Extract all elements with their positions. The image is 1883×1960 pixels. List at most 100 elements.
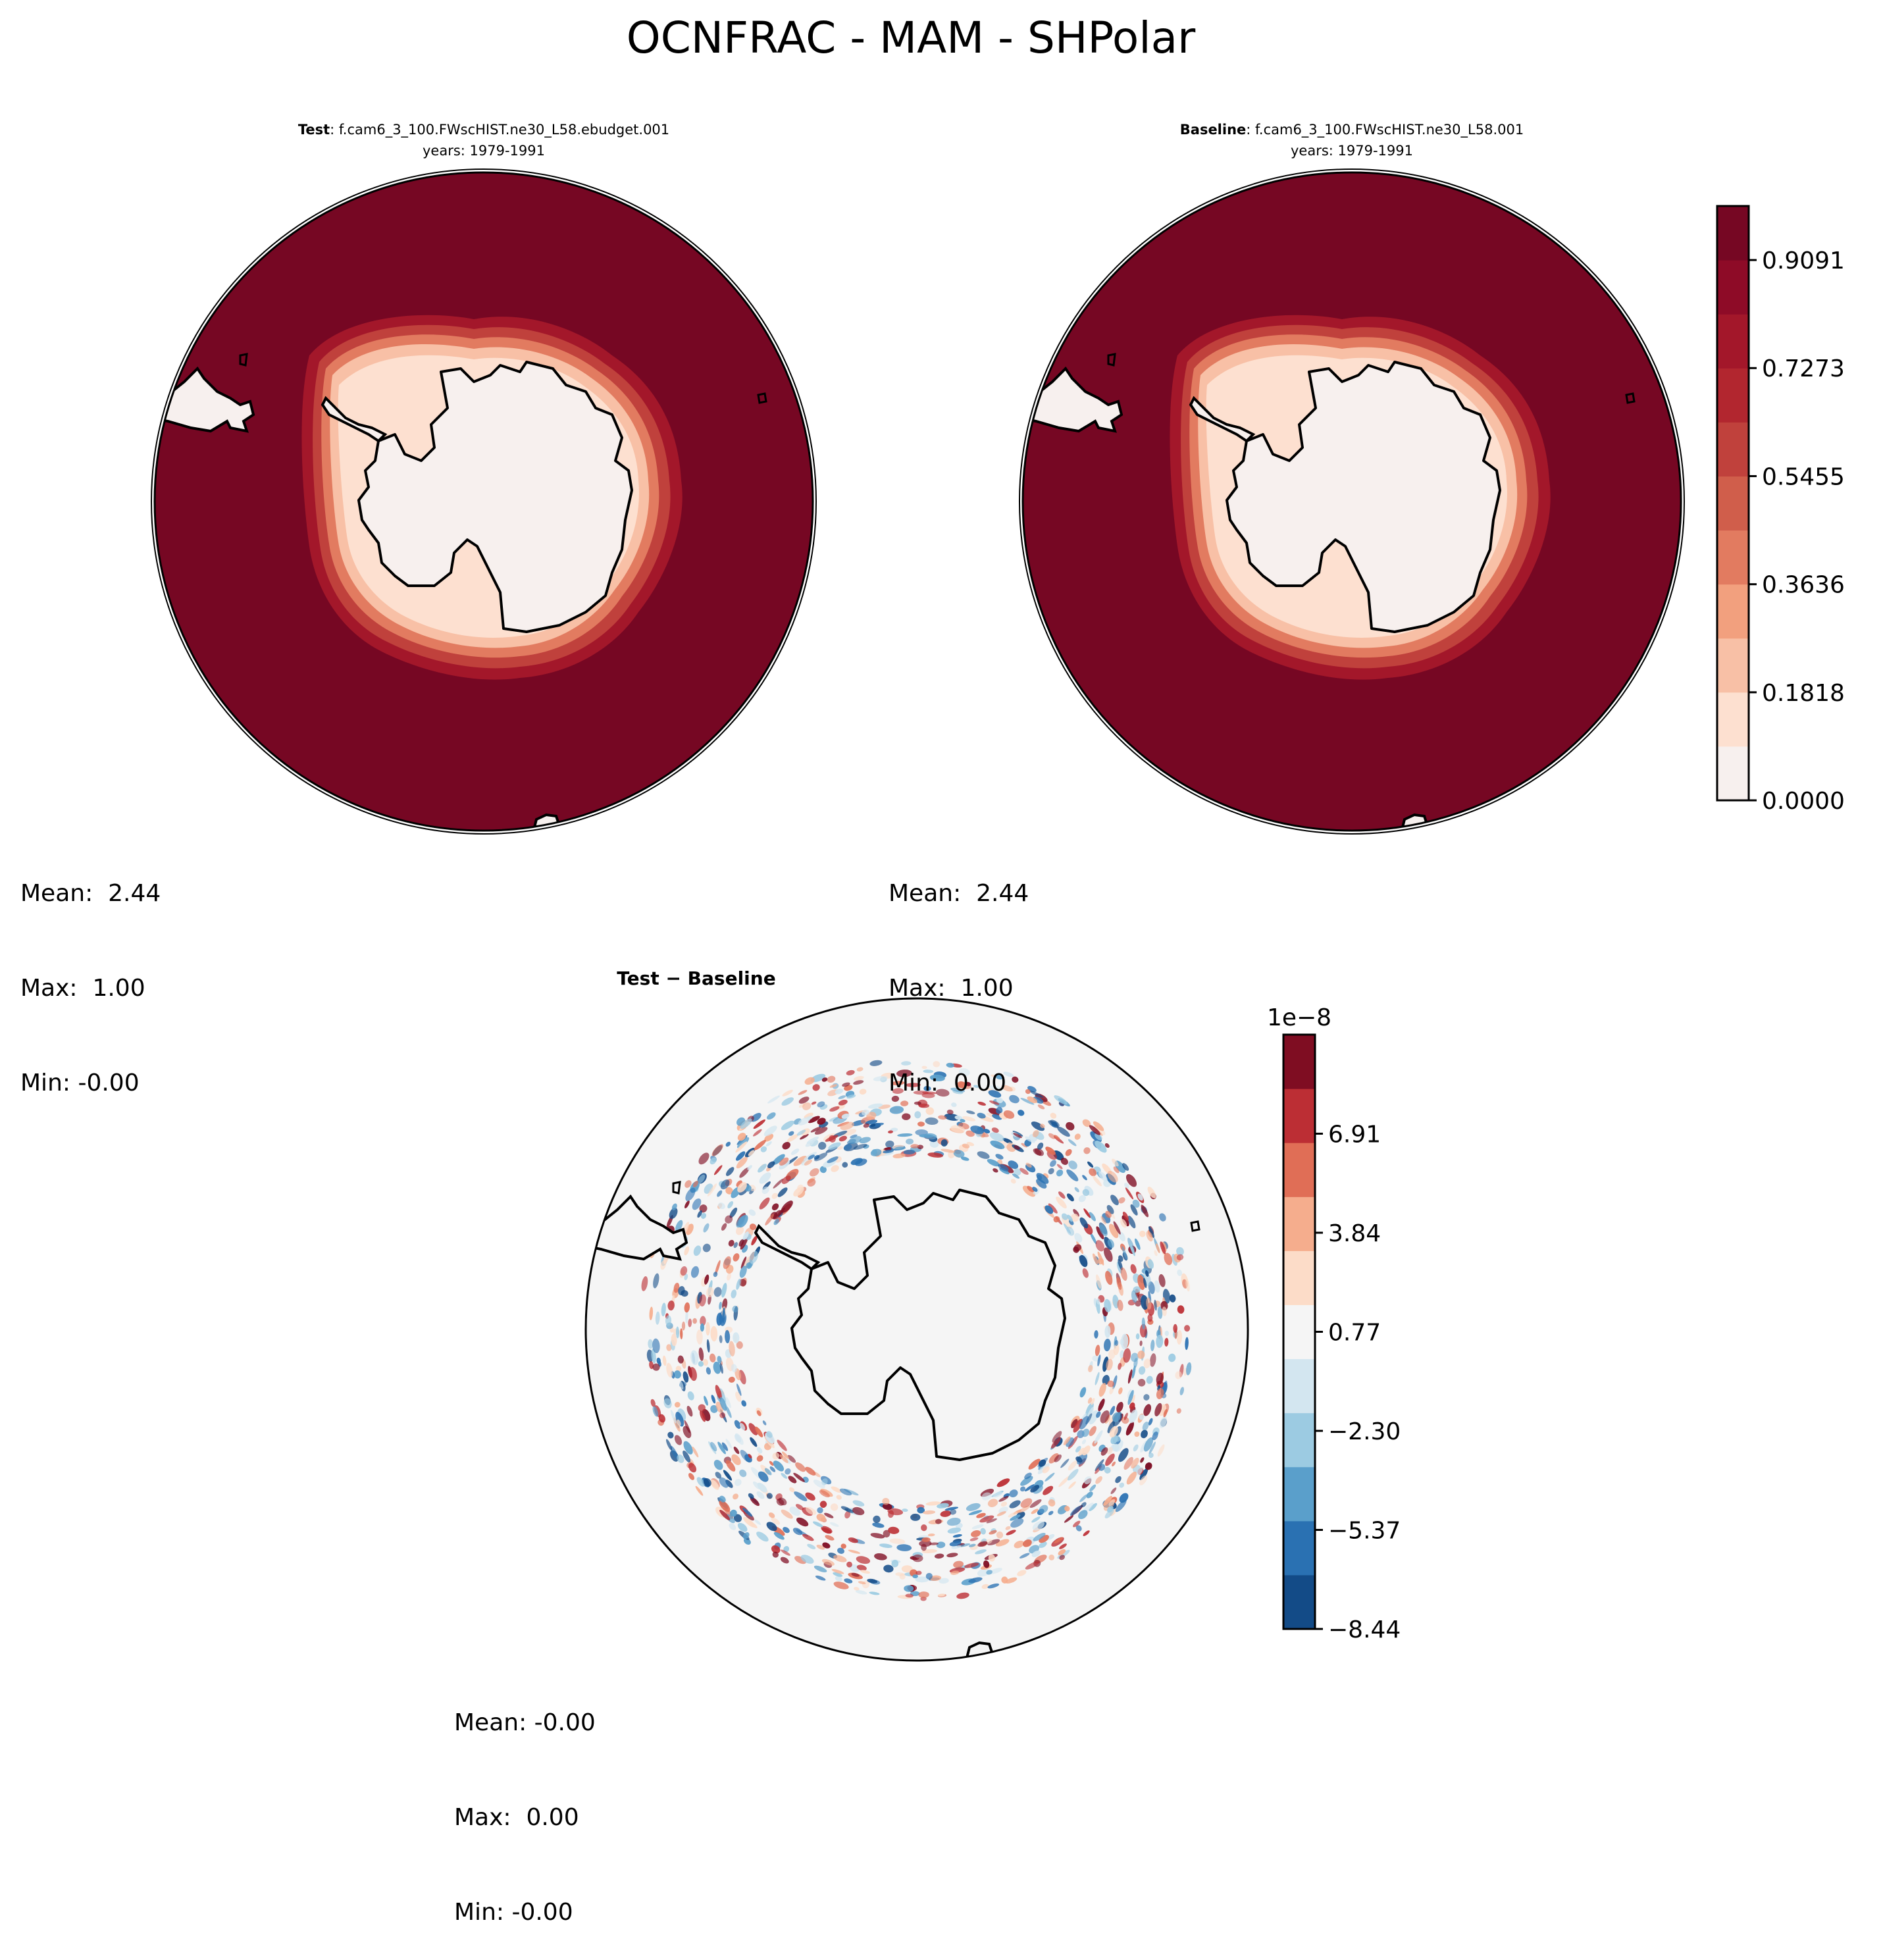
difference-speckle (831, 1486, 842, 1493)
difference-speckle (1093, 1175, 1102, 1187)
difference-speckle (1104, 1247, 1113, 1262)
difference-speckle (1075, 1456, 1083, 1463)
difference-speckle (742, 1231, 749, 1240)
difference-speckle (759, 1197, 770, 1210)
difference-speckle (1129, 1242, 1135, 1256)
difference-speckle (748, 1453, 752, 1458)
colorbar-segment (1283, 1251, 1315, 1305)
difference-speckle (1122, 1246, 1128, 1260)
difference-speckle (962, 1143, 970, 1148)
difference-speckle (853, 1080, 864, 1085)
baseline-title-case: : f.cam6_3_100.FWscHIST.ne30_L58.001 (1246, 122, 1524, 138)
difference-speckle (750, 1224, 757, 1230)
difference-speckle (1157, 1306, 1163, 1319)
difference-speckle (902, 1113, 911, 1120)
difference-speckle (905, 1083, 921, 1087)
difference-speckle (1050, 1112, 1057, 1119)
difference-speckle (805, 1466, 816, 1476)
colorbar-segment (1283, 1520, 1315, 1576)
difference-speckle (816, 1513, 826, 1522)
difference-speckle (1120, 1267, 1127, 1281)
difference-speckle (901, 1061, 912, 1066)
difference-speckle (777, 1439, 787, 1451)
difference-speckle (1139, 1340, 1143, 1347)
difference-speckle (1123, 1348, 1131, 1363)
difference-speckle (709, 1353, 716, 1363)
difference-speckle (725, 1397, 731, 1408)
difference-speckle (937, 1503, 949, 1509)
difference-speckle (1087, 1364, 1093, 1372)
difference-speckle (1140, 1457, 1145, 1463)
difference-speckle (1109, 1426, 1118, 1438)
difference-speckle (923, 1070, 934, 1073)
difference-speckle (773, 1178, 784, 1189)
difference-speckle (1010, 1518, 1024, 1528)
difference-speckle (1057, 1126, 1070, 1137)
difference-speckle (1053, 1216, 1060, 1223)
difference-speckle (1130, 1264, 1137, 1274)
difference-speckle (891, 1081, 905, 1086)
difference-speckle (766, 1522, 777, 1532)
colorbar-segment (1717, 692, 1749, 747)
difference-speckle (1133, 1444, 1139, 1452)
difference-speckle (968, 1510, 983, 1516)
difference-speckle (771, 1193, 778, 1199)
difference-speckle (1104, 1143, 1110, 1148)
difference-speckle (815, 1575, 826, 1581)
colorbar-difference: −8.44 −5.37 −2.30 0.77 3.84 6.91 1e−8 (1267, 1004, 1401, 1643)
baseline-panel-title: Baseline: f.cam6_3_100.FWscHIST.ne30_L58… (1180, 122, 1524, 138)
difference-speckle (675, 1366, 682, 1372)
difference-speckle (761, 1186, 769, 1195)
difference-speckle (850, 1134, 858, 1139)
difference-speckle (1114, 1340, 1119, 1346)
difference-speckle (688, 1462, 697, 1473)
difference-speckle (686, 1406, 693, 1417)
difference-speckle (837, 1146, 843, 1150)
difference-speckle (736, 1278, 741, 1290)
difference-speckle (842, 1129, 857, 1136)
difference-speckle (700, 1410, 706, 1422)
difference-speckle (779, 1454, 788, 1463)
difference-speckle (662, 1355, 667, 1366)
difference-speckle (989, 1132, 1004, 1142)
antarctic-peninsula (754, 1224, 821, 1271)
difference-speckle (838, 1095, 846, 1099)
difference-speckle (758, 1164, 767, 1173)
difference-speckle (921, 1524, 927, 1532)
difference-speckle (1075, 1445, 1081, 1453)
colorbar-tick-label: 6.91 (1328, 1122, 1381, 1148)
difference-speckle (1061, 1213, 1068, 1220)
difference-speckle (1157, 1444, 1165, 1457)
difference-speckle (684, 1180, 692, 1188)
difference-speckle (1115, 1476, 1122, 1483)
difference-speckle (763, 1125, 777, 1137)
difference-speckle (688, 1473, 694, 1480)
difference-speckle (921, 1066, 927, 1070)
difference-speckle (892, 1153, 906, 1158)
difference-speckle (927, 1152, 944, 1158)
difference-speckle (1054, 1095, 1068, 1105)
difference-speckle (1071, 1213, 1079, 1222)
difference-speckle (1084, 1476, 1092, 1485)
difference-speckle (1156, 1335, 1164, 1349)
difference-speckle (937, 1593, 945, 1597)
difference-speckle (1089, 1426, 1096, 1436)
difference-speckle (882, 1497, 890, 1505)
difference-speckle (843, 1144, 852, 1150)
difference-speckle (1127, 1369, 1133, 1384)
difference-speckle (960, 1119, 966, 1123)
difference-speckle (765, 1214, 775, 1225)
difference-speckle (1048, 1133, 1056, 1139)
difference-speckle (917, 1122, 925, 1127)
difference-speckle (813, 1480, 825, 1489)
difference-speckle (925, 1572, 933, 1580)
colorbar-segment (1283, 1143, 1315, 1197)
test-mean: Mean: 2.44 (20, 880, 161, 907)
difference-speckle (805, 1492, 815, 1501)
difference-speckle (1112, 1158, 1119, 1167)
difference-speckle (734, 1479, 742, 1486)
difference-speckle (748, 1150, 755, 1156)
difference-speckle (752, 1481, 761, 1490)
difference-speckle (692, 1181, 698, 1187)
difference-speckle (671, 1203, 677, 1210)
